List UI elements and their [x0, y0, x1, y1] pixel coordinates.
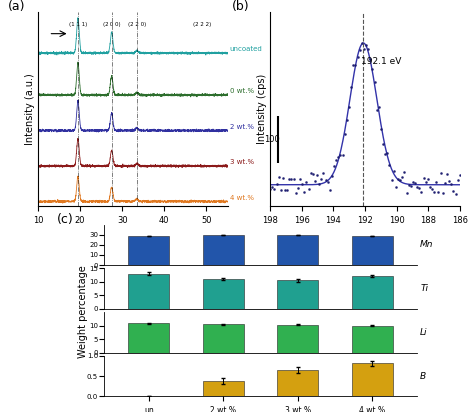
Bar: [352, 325, 393, 353]
Text: (a): (a): [8, 0, 25, 14]
X-axis label: 2θ(°) Mo/Kα: 2θ(°) Mo/Kα: [104, 227, 162, 237]
Text: B: B: [420, 372, 427, 381]
Bar: [352, 363, 393, 396]
Bar: [128, 323, 170, 353]
Text: (2 2 0): (2 2 0): [128, 22, 146, 27]
Bar: [277, 281, 319, 309]
Bar: [128, 274, 170, 309]
Bar: [203, 235, 244, 265]
Text: Ti: Ti: [420, 284, 428, 293]
Text: (b): (b): [232, 0, 250, 14]
Text: uncoated: uncoated: [229, 46, 263, 52]
Bar: [203, 324, 244, 353]
Bar: [277, 325, 319, 353]
Bar: [203, 279, 244, 309]
Text: 0 wt.%: 0 wt.%: [229, 88, 254, 94]
Bar: [352, 276, 393, 309]
Text: (1 1 1): (1 1 1): [69, 22, 87, 27]
Text: (2 2 2): (2 2 2): [193, 22, 211, 27]
Bar: [203, 381, 244, 396]
Text: Weight percentage: Weight percentage: [78, 266, 88, 358]
Text: 2 wt.%: 2 wt.%: [229, 124, 254, 130]
Text: 192.1 eV: 192.1 eV: [361, 57, 401, 66]
Text: Mn: Mn: [420, 240, 434, 249]
Y-axis label: Intensity (a.u.): Intensity (a.u.): [25, 73, 35, 145]
Bar: [277, 235, 319, 265]
Y-axis label: Intensity (cps): Intensity (cps): [257, 74, 267, 144]
Text: 3 wt.%: 3 wt.%: [229, 159, 254, 165]
Bar: [277, 370, 319, 396]
Bar: [352, 236, 393, 265]
Text: Li: Li: [420, 328, 428, 337]
Bar: [128, 236, 170, 265]
Text: (c): (c): [57, 213, 74, 226]
X-axis label: Binding energy (eV): Binding energy (eV): [316, 227, 414, 237]
Text: 100: 100: [264, 136, 280, 144]
Text: (2 0 0): (2 0 0): [103, 22, 120, 27]
Text: 4 wt.%: 4 wt.%: [229, 194, 254, 201]
